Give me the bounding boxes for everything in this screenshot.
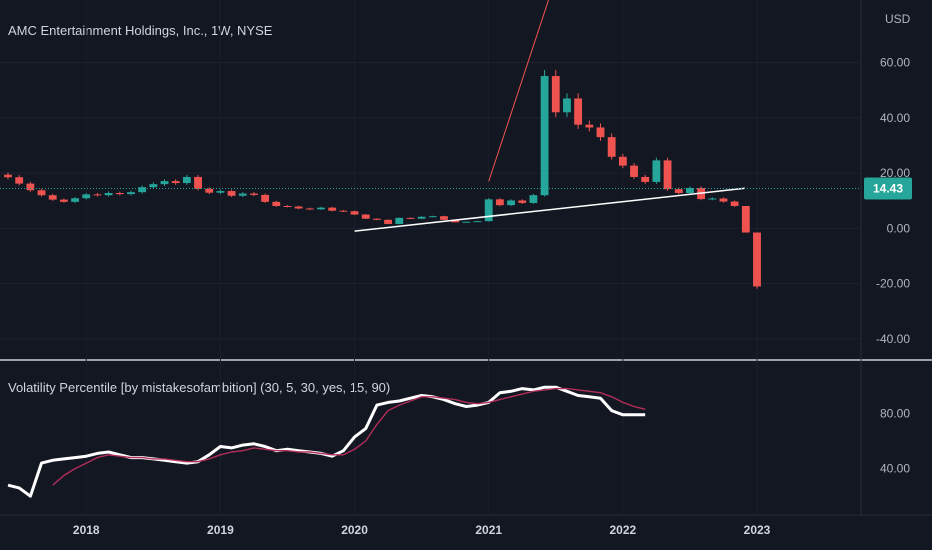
candle-body	[630, 165, 638, 177]
candle-body	[59, 199, 68, 202]
last-price-tag: 14.43	[0, 177, 912, 200]
candle-body	[171, 181, 180, 184]
last-price-label: 14.43	[873, 181, 903, 195]
candle-body	[15, 177, 24, 184]
trendlines[interactable]	[354, 0, 746, 232]
candle-body	[686, 188, 694, 193]
candle-body	[473, 221, 482, 223]
candle-body	[149, 184, 158, 188]
candle-body	[82, 194, 91, 199]
time-axis-ticks: 2018 2019 2020 2021 2022 2023	[73, 0, 771, 537]
candle-body	[406, 217, 415, 219]
candle-body	[462, 221, 471, 223]
indicator-title: Volatility Percentile [by mistakesofambi…	[8, 380, 390, 395]
price-tick-label: 60.00	[880, 56, 910, 70]
candle-body	[507, 200, 515, 206]
candle-body	[451, 219, 460, 223]
volatility-lines	[7, 385, 646, 498]
candle-body	[4, 174, 12, 178]
candle-body	[238, 193, 247, 196]
candle-body	[305, 208, 314, 210]
candle-body	[618, 156, 627, 166]
candle-body	[205, 188, 214, 193]
candle-body	[48, 195, 57, 200]
candle-body	[395, 217, 404, 224]
candle-body	[641, 176, 650, 182]
candle-body	[596, 127, 605, 138]
price-tick-label: 40.00	[880, 111, 910, 125]
time-tick-label: 2020	[341, 523, 368, 537]
candle-body	[26, 183, 35, 191]
candle-body	[283, 205, 292, 207]
candle-body	[250, 193, 258, 195]
candle-body	[663, 160, 672, 190]
candle-body	[484, 199, 493, 222]
candle-body	[674, 189, 683, 193]
support-trendline[interactable]	[354, 187, 746, 232]
candle-body	[518, 200, 527, 203]
candle-body	[708, 198, 717, 200]
indicator-tick-label: 40.00	[880, 462, 910, 476]
candle-body	[417, 216, 426, 219]
candle-body	[71, 198, 79, 202]
time-tick-label: 2022	[609, 523, 636, 537]
candle-body	[160, 181, 169, 185]
candle-body	[551, 76, 560, 113]
resistance-trendline[interactable]	[488, 0, 551, 182]
candle-body	[272, 201, 281, 206]
candle-body	[563, 98, 571, 113]
candle-body	[719, 198, 728, 202]
time-tick-label: 2018	[73, 523, 100, 537]
candle-body	[741, 205, 750, 233]
candle-body	[182, 176, 191, 184]
candle-body	[529, 195, 538, 203]
price-tick-label: 20.00	[880, 166, 910, 180]
candle-body	[652, 160, 661, 182]
candle-body	[138, 187, 147, 193]
last-price-badge	[864, 177, 912, 200]
currency-label: USD	[885, 12, 911, 26]
candle-body	[93, 194, 102, 196]
time-tick-label: 2023	[744, 523, 771, 537]
candle-body	[540, 76, 549, 196]
candle-body	[384, 219, 393, 224]
chart-title: AMC Entertainment Holdings, Inc., 1W, NY…	[8, 23, 273, 38]
candle-body	[104, 192, 113, 196]
candle-body	[317, 207, 325, 210]
candle-body	[585, 124, 594, 128]
candles	[4, 69, 761, 289]
candle-body	[495, 199, 504, 206]
candle-body	[372, 218, 381, 220]
indicator-tick-label: 80.00	[880, 406, 910, 420]
time-tick-label: 2021	[475, 523, 502, 537]
volatility-series-line	[52, 387, 646, 486]
indicator-axis-ticks: 80.00 40.00	[880, 406, 910, 475]
candle-body	[607, 137, 616, 157]
candle-body	[428, 216, 437, 218]
price-tick-label: -40.00	[876, 332, 910, 346]
candle-body	[350, 211, 359, 215]
candle-body	[574, 98, 583, 125]
volatility-series-line	[7, 385, 646, 498]
candle-body	[261, 194, 270, 202]
candle-body	[127, 192, 135, 195]
price-tick-label: -20.00	[876, 277, 910, 291]
candle-body	[339, 210, 348, 212]
candle-body	[753, 232, 761, 287]
candle-body	[194, 176, 202, 189]
price-tick-label: 0.00	[887, 221, 911, 235]
candle-body	[440, 216, 448, 220]
candle-body	[361, 214, 370, 219]
candle-body	[294, 206, 303, 209]
price-axis-ticks: 60.00 40.00 20.00 0.00 -20.00 -40.00	[0, 56, 910, 346]
candle-body	[115, 192, 124, 195]
candle-body	[216, 191, 225, 193]
candle-body	[37, 190, 46, 196]
candle-body	[328, 207, 337, 211]
candle-body	[227, 191, 236, 196]
time-tick-label: 2019	[207, 523, 234, 537]
candle-body	[730, 201, 739, 206]
